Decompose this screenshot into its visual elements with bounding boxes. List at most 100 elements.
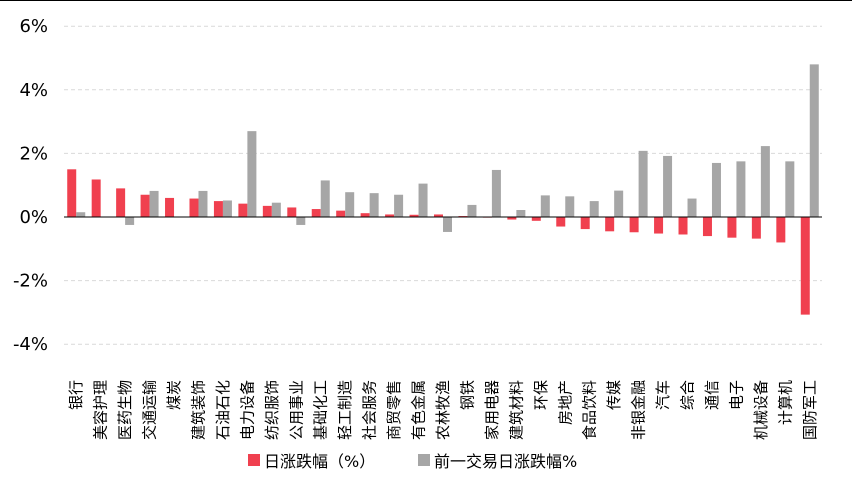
bar-daily-change	[556, 217, 566, 227]
category-label: 社会服务	[361, 380, 379, 440]
category-label: 汽车	[654, 380, 672, 410]
category-label: 基础化工	[312, 380, 330, 440]
bar-previous-change	[687, 198, 697, 217]
bar-previous-change	[638, 150, 648, 217]
gridlines	[64, 25, 822, 345]
bars	[67, 64, 819, 315]
bar-previous-change	[369, 193, 379, 217]
category-label: 环保	[532, 380, 550, 410]
bar-daily-change	[531, 217, 541, 221]
category-label: 商贸零售	[385, 380, 403, 440]
legend: 日涨跌幅（%） 前一交易日涨跌幅%	[248, 452, 577, 471]
bar-previous-change	[467, 204, 477, 217]
category-label: 电力设备	[238, 380, 256, 440]
bar-previous-change	[394, 194, 404, 217]
bar-daily-change	[360, 213, 370, 217]
category-label: 银行	[67, 380, 85, 410]
bar-previous-change	[809, 64, 819, 217]
category-label: 计算机	[776, 380, 794, 425]
category-label: 非银金融	[630, 380, 648, 440]
category-label: 公用事业	[287, 380, 305, 440]
bar-daily-change	[238, 203, 248, 217]
bar-previous-change	[785, 161, 795, 217]
bar-daily-change	[91, 179, 101, 217]
y-tick-label: -4%	[13, 334, 48, 355]
bar-daily-change	[311, 209, 321, 217]
category-label: 家用电器	[483, 380, 501, 440]
bar-previous-change	[418, 183, 428, 217]
bar-previous-change	[614, 190, 624, 217]
bar-daily-change	[140, 194, 150, 217]
bar-daily-change	[336, 210, 346, 217]
category-label: 综合	[679, 380, 697, 410]
category-label: 轻工制造	[336, 380, 354, 440]
bar-previous-change	[320, 180, 330, 217]
bar-daily-change	[189, 198, 199, 217]
bar-previous-change	[516, 210, 526, 217]
bar-previous-change	[736, 161, 746, 217]
bar-daily-change	[751, 217, 761, 239]
y-tick-label: 6%	[19, 16, 48, 37]
bar-previous-change	[125, 217, 135, 225]
legend-swatch-previous	[418, 454, 430, 466]
legend-label-previous: 前一交易日涨跌幅%	[434, 452, 577, 471]
bar-daily-change	[702, 217, 712, 237]
bar-daily-change	[678, 217, 688, 235]
bar-previous-change	[222, 200, 232, 217]
bar-daily-change	[629, 217, 639, 233]
category-label: 国防军工	[801, 380, 819, 440]
bar-previous-change	[76, 212, 86, 217]
bar-previous-change	[247, 131, 257, 217]
category-label: 建筑装饰	[189, 380, 207, 440]
category-labels: 银行 美容护理 医药生物 交通运输 煤炭 建筑装饰 石油石化 电力设备 纺织服饰 公用事业 基础化工…	[67, 380, 819, 440]
category-label: 医药生物	[116, 380, 134, 440]
category-label: 传媒	[605, 380, 623, 410]
bar-previous-change	[443, 217, 452, 232]
category-label: 建筑材料	[507, 380, 525, 440]
bar-previous-change	[149, 190, 159, 217]
bar-previous-change	[540, 195, 550, 217]
y-tick-label: 2%	[19, 143, 48, 164]
category-label: 房地产	[556, 380, 574, 425]
bar-daily-change	[409, 214, 419, 217]
bar-previous-change	[271, 202, 281, 217]
category-label: 农林牧渔	[434, 380, 452, 440]
y-tick-label: -2%	[13, 271, 48, 292]
legend-label-daily: 日涨跌幅（%）	[264, 452, 375, 471]
bar-daily-change	[507, 217, 517, 220]
bar-daily-change	[605, 217, 615, 232]
bar-daily-change	[727, 217, 737, 238]
bar-daily-change	[262, 205, 272, 217]
bar-daily-change	[287, 207, 297, 217]
y-tick-label: 4%	[19, 80, 48, 101]
bar-previous-change	[711, 162, 721, 217]
bar-previous-change	[296, 217, 306, 225]
bar-daily-change	[654, 217, 664, 234]
category-label: 美容护理	[92, 380, 110, 440]
legend-swatch-daily	[248, 454, 260, 466]
bar-daily-change	[776, 217, 786, 243]
category-label: 煤炭	[165, 380, 183, 410]
bar-daily-change	[434, 214, 443, 217]
category-label: 钢铁	[458, 380, 476, 410]
bar-previous-change	[198, 190, 208, 217]
category-label: 石油石化	[214, 380, 232, 440]
category-label: 机械设备	[752, 380, 770, 440]
bar-previous-change	[345, 192, 355, 217]
category-label: 交通运输	[141, 380, 159, 440]
category-label: 有色金属	[410, 380, 428, 440]
bar-daily-change	[580, 217, 590, 230]
bar-daily-change	[67, 169, 77, 217]
category-label: 纺织服饰	[263, 380, 281, 440]
bar-daily-change	[116, 188, 126, 217]
category-label: 食品饮料	[581, 380, 599, 440]
category-label: 电子	[727, 380, 745, 410]
bar-previous-change	[565, 196, 575, 217]
bar-previous-change	[589, 201, 599, 217]
bar-previous-change	[760, 146, 770, 217]
bar-previous-change	[663, 155, 673, 217]
y-axis: 6% 4% 2% 0% -2% -4%	[13, 16, 48, 355]
bar-daily-change	[165, 197, 175, 217]
category-label: 通信	[703, 380, 721, 410]
